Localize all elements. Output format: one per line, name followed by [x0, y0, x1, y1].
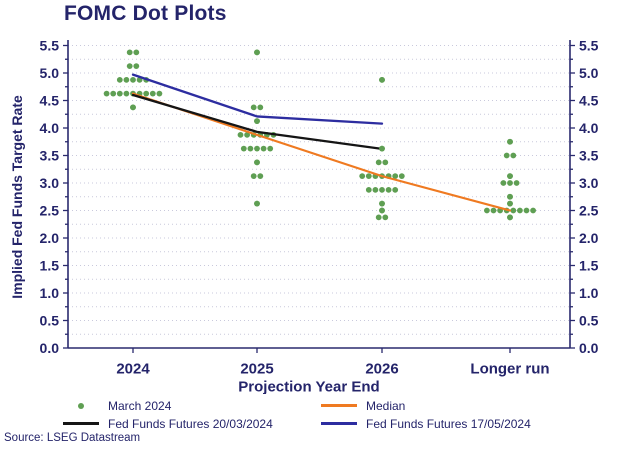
svg-text:5.0: 5.0: [40, 65, 60, 81]
legend-item-median: Median: [320, 398, 610, 413]
blue-line-marker-icon: [320, 422, 358, 425]
svg-text:4.5: 4.5: [579, 93, 599, 109]
svg-text:0.5: 0.5: [579, 313, 599, 329]
svg-text:2.5: 2.5: [40, 203, 60, 219]
svg-text:Projection Year End: Projection Year End: [238, 379, 379, 395]
svg-text:Longer run: Longer run: [470, 361, 549, 378]
svg-text:5.5: 5.5: [579, 38, 599, 54]
dot-plot-chart: 0.0 0.0 0.5 0.5 1.0 1.0 1.5 1.5 2.0 2.0 2.5 2.5 3.0 3…: [9, 38, 599, 395]
green-dot-marker-icon: [62, 402, 100, 409]
svg-text:0.0: 0.0: [579, 340, 599, 356]
svg-text:2.5: 2.5: [579, 203, 599, 219]
chart-title: FOMC Dot Plots: [64, 2, 227, 25]
svg-text:0.5: 0.5: [40, 313, 60, 329]
legend-label-median: Median: [366, 398, 406, 413]
svg-text:1.5: 1.5: [579, 258, 599, 274]
chart-legend: March 2024 Median Fed Funds Futures 20/0…: [62, 398, 610, 431]
svg-text:Implied Fed Funds Target Rate: Implied Fed Funds Target Rate: [9, 95, 25, 299]
svg-text:4.0: 4.0: [40, 120, 60, 136]
svg-text:3.5: 3.5: [40, 148, 60, 164]
svg-text:2024: 2024: [116, 361, 150, 378]
legend-label-futures-17-05-2024: Fed Funds Futures 17/05/2024: [366, 416, 531, 431]
orange-line-marker-icon: [320, 404, 358, 407]
legend-label-futures-20-03-2024: Fed Funds Futures 20/03/2024: [108, 416, 273, 431]
svg-text:4.5: 4.5: [40, 93, 60, 109]
source-note: Source: LSEG Datastream: [4, 432, 141, 444]
svg-text:1.0: 1.0: [40, 285, 60, 301]
svg-text:3.0: 3.0: [579, 175, 599, 191]
legend-item-futures-20-03-2024: Fed Funds Futures 20/03/2024: [62, 416, 320, 431]
svg-text:2026: 2026: [365, 361, 398, 378]
svg-text:4.0: 4.0: [579, 120, 599, 136]
black-line-marker-icon: [62, 422, 100, 425]
svg-text:3.5: 3.5: [579, 148, 599, 164]
svg-text:5.0: 5.0: [579, 65, 599, 81]
svg-text:5.5: 5.5: [40, 38, 60, 54]
svg-text:1.5: 1.5: [40, 258, 60, 274]
legend-item-march-2024: March 2024: [62, 398, 320, 413]
svg-text:2.0: 2.0: [40, 230, 60, 246]
svg-text:3.0: 3.0: [40, 175, 60, 191]
svg-text:0.0: 0.0: [40, 340, 60, 356]
svg-text:2025: 2025: [240, 361, 273, 378]
svg-text:2.0: 2.0: [579, 230, 599, 246]
svg-text:1.0: 1.0: [579, 285, 599, 301]
legend-label-march-2024: March 2024: [108, 398, 172, 413]
legend-item-futures-17-05-2024: Fed Funds Futures 17/05/2024: [320, 416, 610, 431]
